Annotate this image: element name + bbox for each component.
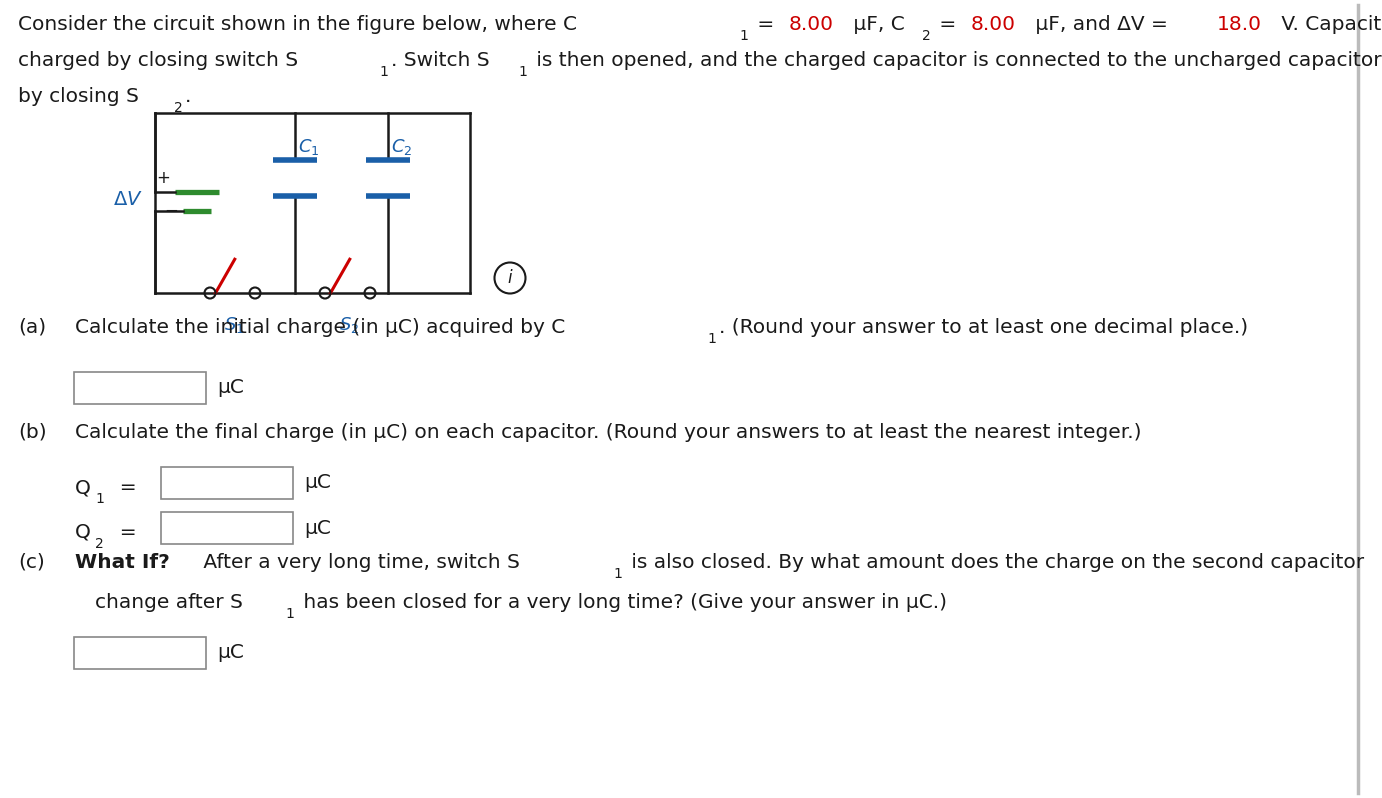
- Text: 1: 1: [708, 332, 716, 346]
- Text: μC: μC: [304, 519, 330, 538]
- Text: =: =: [933, 15, 962, 34]
- Text: 1: 1: [739, 29, 748, 43]
- Text: 1: 1: [518, 65, 527, 79]
- Text: =: =: [106, 523, 137, 542]
- Text: is also closed. By what amount does the charge on the second capacitor: is also closed. By what amount does the …: [625, 553, 1364, 572]
- Text: has been closed for a very long time? (Give your answer in μC.): has been closed for a very long time? (G…: [297, 593, 947, 612]
- Text: 8.00: 8.00: [972, 15, 1016, 34]
- FancyBboxPatch shape: [160, 512, 293, 544]
- Text: $i$: $i$: [507, 269, 513, 287]
- Text: μF, and ΔV =: μF, and ΔV =: [1030, 15, 1175, 34]
- Text: Q: Q: [75, 523, 91, 542]
- Text: $C_2$: $C_2$: [391, 137, 412, 157]
- Text: $S_1$: $S_1$: [224, 315, 245, 335]
- Text: Calculate the initial charge (in μC) acquired by C: Calculate the initial charge (in μC) acq…: [75, 318, 565, 337]
- Text: 2: 2: [95, 537, 104, 551]
- Text: change after S: change after S: [95, 593, 243, 612]
- Text: $S_2$: $S_2$: [340, 315, 359, 335]
- Text: $\Delta V$: $\Delta V$: [113, 190, 142, 209]
- Text: μC: μC: [217, 643, 243, 662]
- FancyBboxPatch shape: [160, 467, 293, 499]
- Text: 1: 1: [286, 607, 294, 621]
- Text: (a): (a): [18, 318, 46, 337]
- Text: is then opened, and the charged capacitor is connected to the uncharged capacito: is then opened, and the charged capacito…: [529, 51, 1381, 70]
- Text: =: =: [106, 478, 137, 497]
- Text: −: −: [164, 202, 178, 220]
- Text: 2: 2: [922, 29, 930, 43]
- Text: 1: 1: [614, 567, 623, 581]
- Text: 18.0: 18.0: [1216, 15, 1262, 34]
- Text: Consider the circuit shown in the figure below, where C: Consider the circuit shown in the figure…: [18, 15, 578, 34]
- Text: +: +: [156, 169, 170, 187]
- Text: μF, C: μF, C: [847, 15, 905, 34]
- Text: $C_1$: $C_1$: [299, 137, 319, 157]
- Text: .: .: [185, 87, 192, 106]
- Text: 8.00: 8.00: [789, 15, 833, 34]
- Text: by closing S: by closing S: [18, 87, 138, 106]
- Text: (b): (b): [18, 423, 47, 442]
- Text: Q: Q: [75, 478, 91, 497]
- Text: What If?: What If?: [75, 553, 170, 572]
- FancyBboxPatch shape: [75, 372, 206, 404]
- Text: . Switch S: . Switch S: [391, 51, 489, 70]
- Text: . (Round your answer to at least one decimal place.): . (Round your answer to at least one dec…: [719, 318, 1248, 337]
- Text: μC: μC: [217, 378, 243, 397]
- Text: After a very long time, switch S: After a very long time, switch S: [198, 553, 520, 572]
- Text: V. Capacitor C: V. Capacitor C: [1274, 15, 1382, 34]
- Text: Calculate the final charge (in μC) on each capacitor. (Round your answers to at : Calculate the final charge (in μC) on ea…: [75, 423, 1142, 442]
- Text: 2: 2: [174, 101, 182, 115]
- Text: =: =: [750, 15, 781, 34]
- FancyBboxPatch shape: [75, 637, 206, 669]
- Text: charged by closing switch S: charged by closing switch S: [18, 51, 299, 70]
- Text: 1: 1: [380, 65, 388, 79]
- Text: (c): (c): [18, 553, 44, 572]
- Text: μC: μC: [304, 473, 330, 492]
- Text: 1: 1: [95, 492, 105, 506]
